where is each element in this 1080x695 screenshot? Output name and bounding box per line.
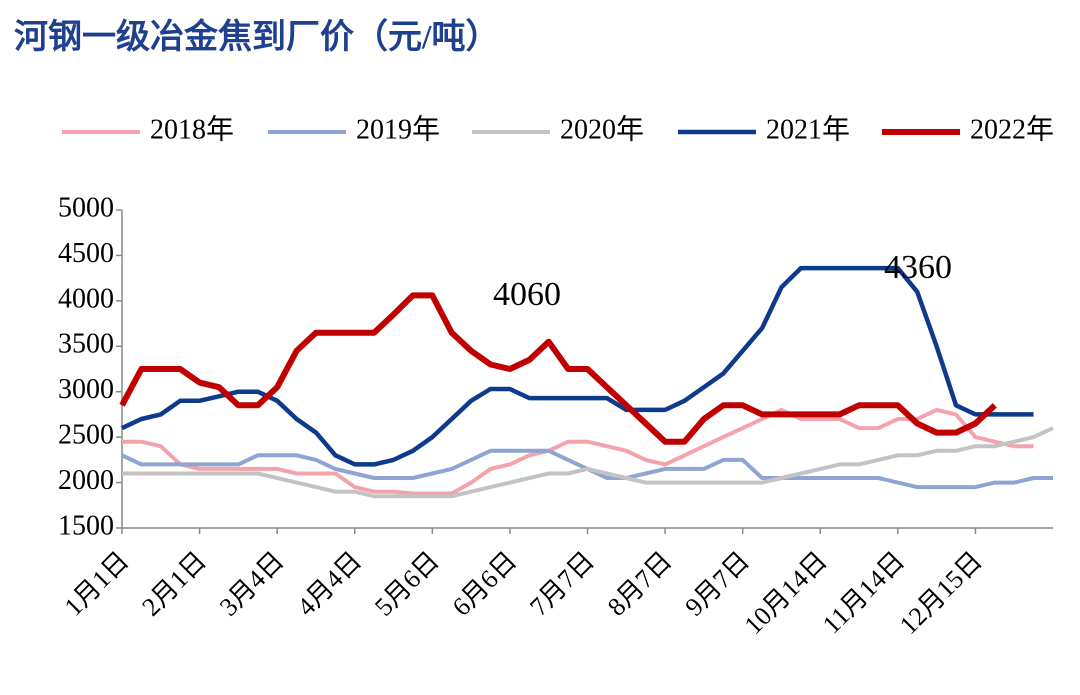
y-tick-label: 3000 <box>58 374 114 405</box>
x-tick-label: 12月15日 <box>894 546 988 640</box>
x-tick-label: 8月7日 <box>602 546 678 622</box>
chart-title: 河钢一级冶金焦到厂价（元/吨） <box>14 17 499 56</box>
y-tick-label: 2000 <box>58 465 114 496</box>
x-tick-label: 1月1日 <box>59 546 135 622</box>
y-tick-label: 5000 <box>58 192 114 223</box>
y-tick-label: 4000 <box>58 283 114 314</box>
y-tick-label: 2500 <box>58 420 114 451</box>
legend-label: 2020年 <box>560 113 644 145</box>
x-tick-label: 6月6日 <box>447 546 523 622</box>
legend-label: 2019年 <box>356 113 440 145</box>
legend-label: 2018年 <box>150 113 234 145</box>
y-tick-label: 1500 <box>58 510 114 541</box>
x-tick-label: 2月1日 <box>136 546 212 622</box>
annotation: 4060 <box>493 276 561 313</box>
x-tick-label: 4月4日 <box>292 546 368 622</box>
x-tick-label: 7月7日 <box>524 546 600 622</box>
x-tick-label: 11月14日 <box>817 546 910 639</box>
annotation: 4360 <box>884 249 952 286</box>
x-tick-label: 5月6日 <box>369 546 445 622</box>
series-line <box>121 265 1034 467</box>
legend-label: 2021年 <box>766 113 850 145</box>
legend-label: 2022年 <box>970 113 1054 145</box>
x-tick-label: 3月4日 <box>214 546 290 622</box>
y-tick-label: 4500 <box>58 238 114 269</box>
series-line <box>122 426 1054 499</box>
x-tick-label: 9月7日 <box>679 546 755 622</box>
x-tick-label: 10月14日 <box>739 546 833 640</box>
y-tick-label: 3500 <box>58 329 114 360</box>
series-line <box>122 407 1034 496</box>
series-line <box>119 292 997 445</box>
